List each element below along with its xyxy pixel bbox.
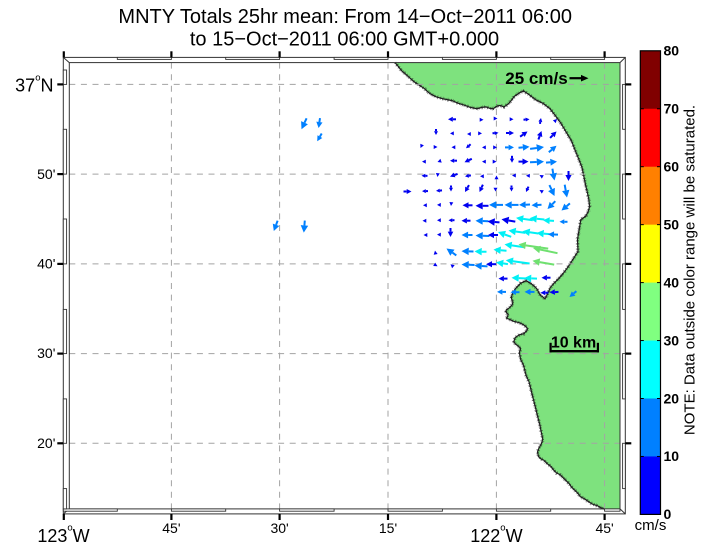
svg-text:30': 30' — [270, 520, 288, 536]
svg-text:10: 10 — [664, 448, 680, 464]
svg-text:122oW: 122oW — [470, 523, 522, 546]
svg-text:15': 15' — [379, 520, 397, 536]
svg-text:30: 30 — [664, 332, 680, 348]
svg-text:to 15−Oct−2011 06:00 GMT+0.000: to 15−Oct−2011 06:00 GMT+0.000 — [190, 28, 499, 50]
svg-text:0: 0 — [664, 506, 672, 522]
svg-text:30': 30' — [37, 345, 55, 361]
svg-text:37oN: 37oN — [15, 73, 53, 96]
svg-text:MNTY Totals 25hr mean: From 14: MNTY Totals 25hr mean: From 14−Oct−2011 … — [118, 6, 572, 28]
svg-text:20: 20 — [664, 390, 680, 406]
svg-text:cm/s: cm/s — [635, 517, 667, 534]
svg-text:10 km: 10 km — [551, 335, 596, 352]
svg-text:123oW: 123oW — [37, 523, 89, 546]
svg-text:50: 50 — [664, 216, 680, 232]
svg-text:40': 40' — [37, 256, 55, 272]
svg-text:20': 20' — [37, 435, 55, 451]
svg-text:80: 80 — [664, 43, 680, 59]
svg-text:NOTE: Data outside color range: NOTE: Data outside color range will be s… — [682, 105, 699, 435]
svg-text:45': 45' — [162, 520, 180, 536]
svg-text:25 cm/s: 25 cm/s — [505, 69, 567, 88]
svg-text:60: 60 — [664, 159, 680, 175]
svg-text:70: 70 — [664, 101, 680, 117]
svg-text:50': 50' — [37, 166, 55, 182]
svg-text:40: 40 — [664, 274, 680, 290]
svg-text:45': 45' — [595, 520, 613, 536]
